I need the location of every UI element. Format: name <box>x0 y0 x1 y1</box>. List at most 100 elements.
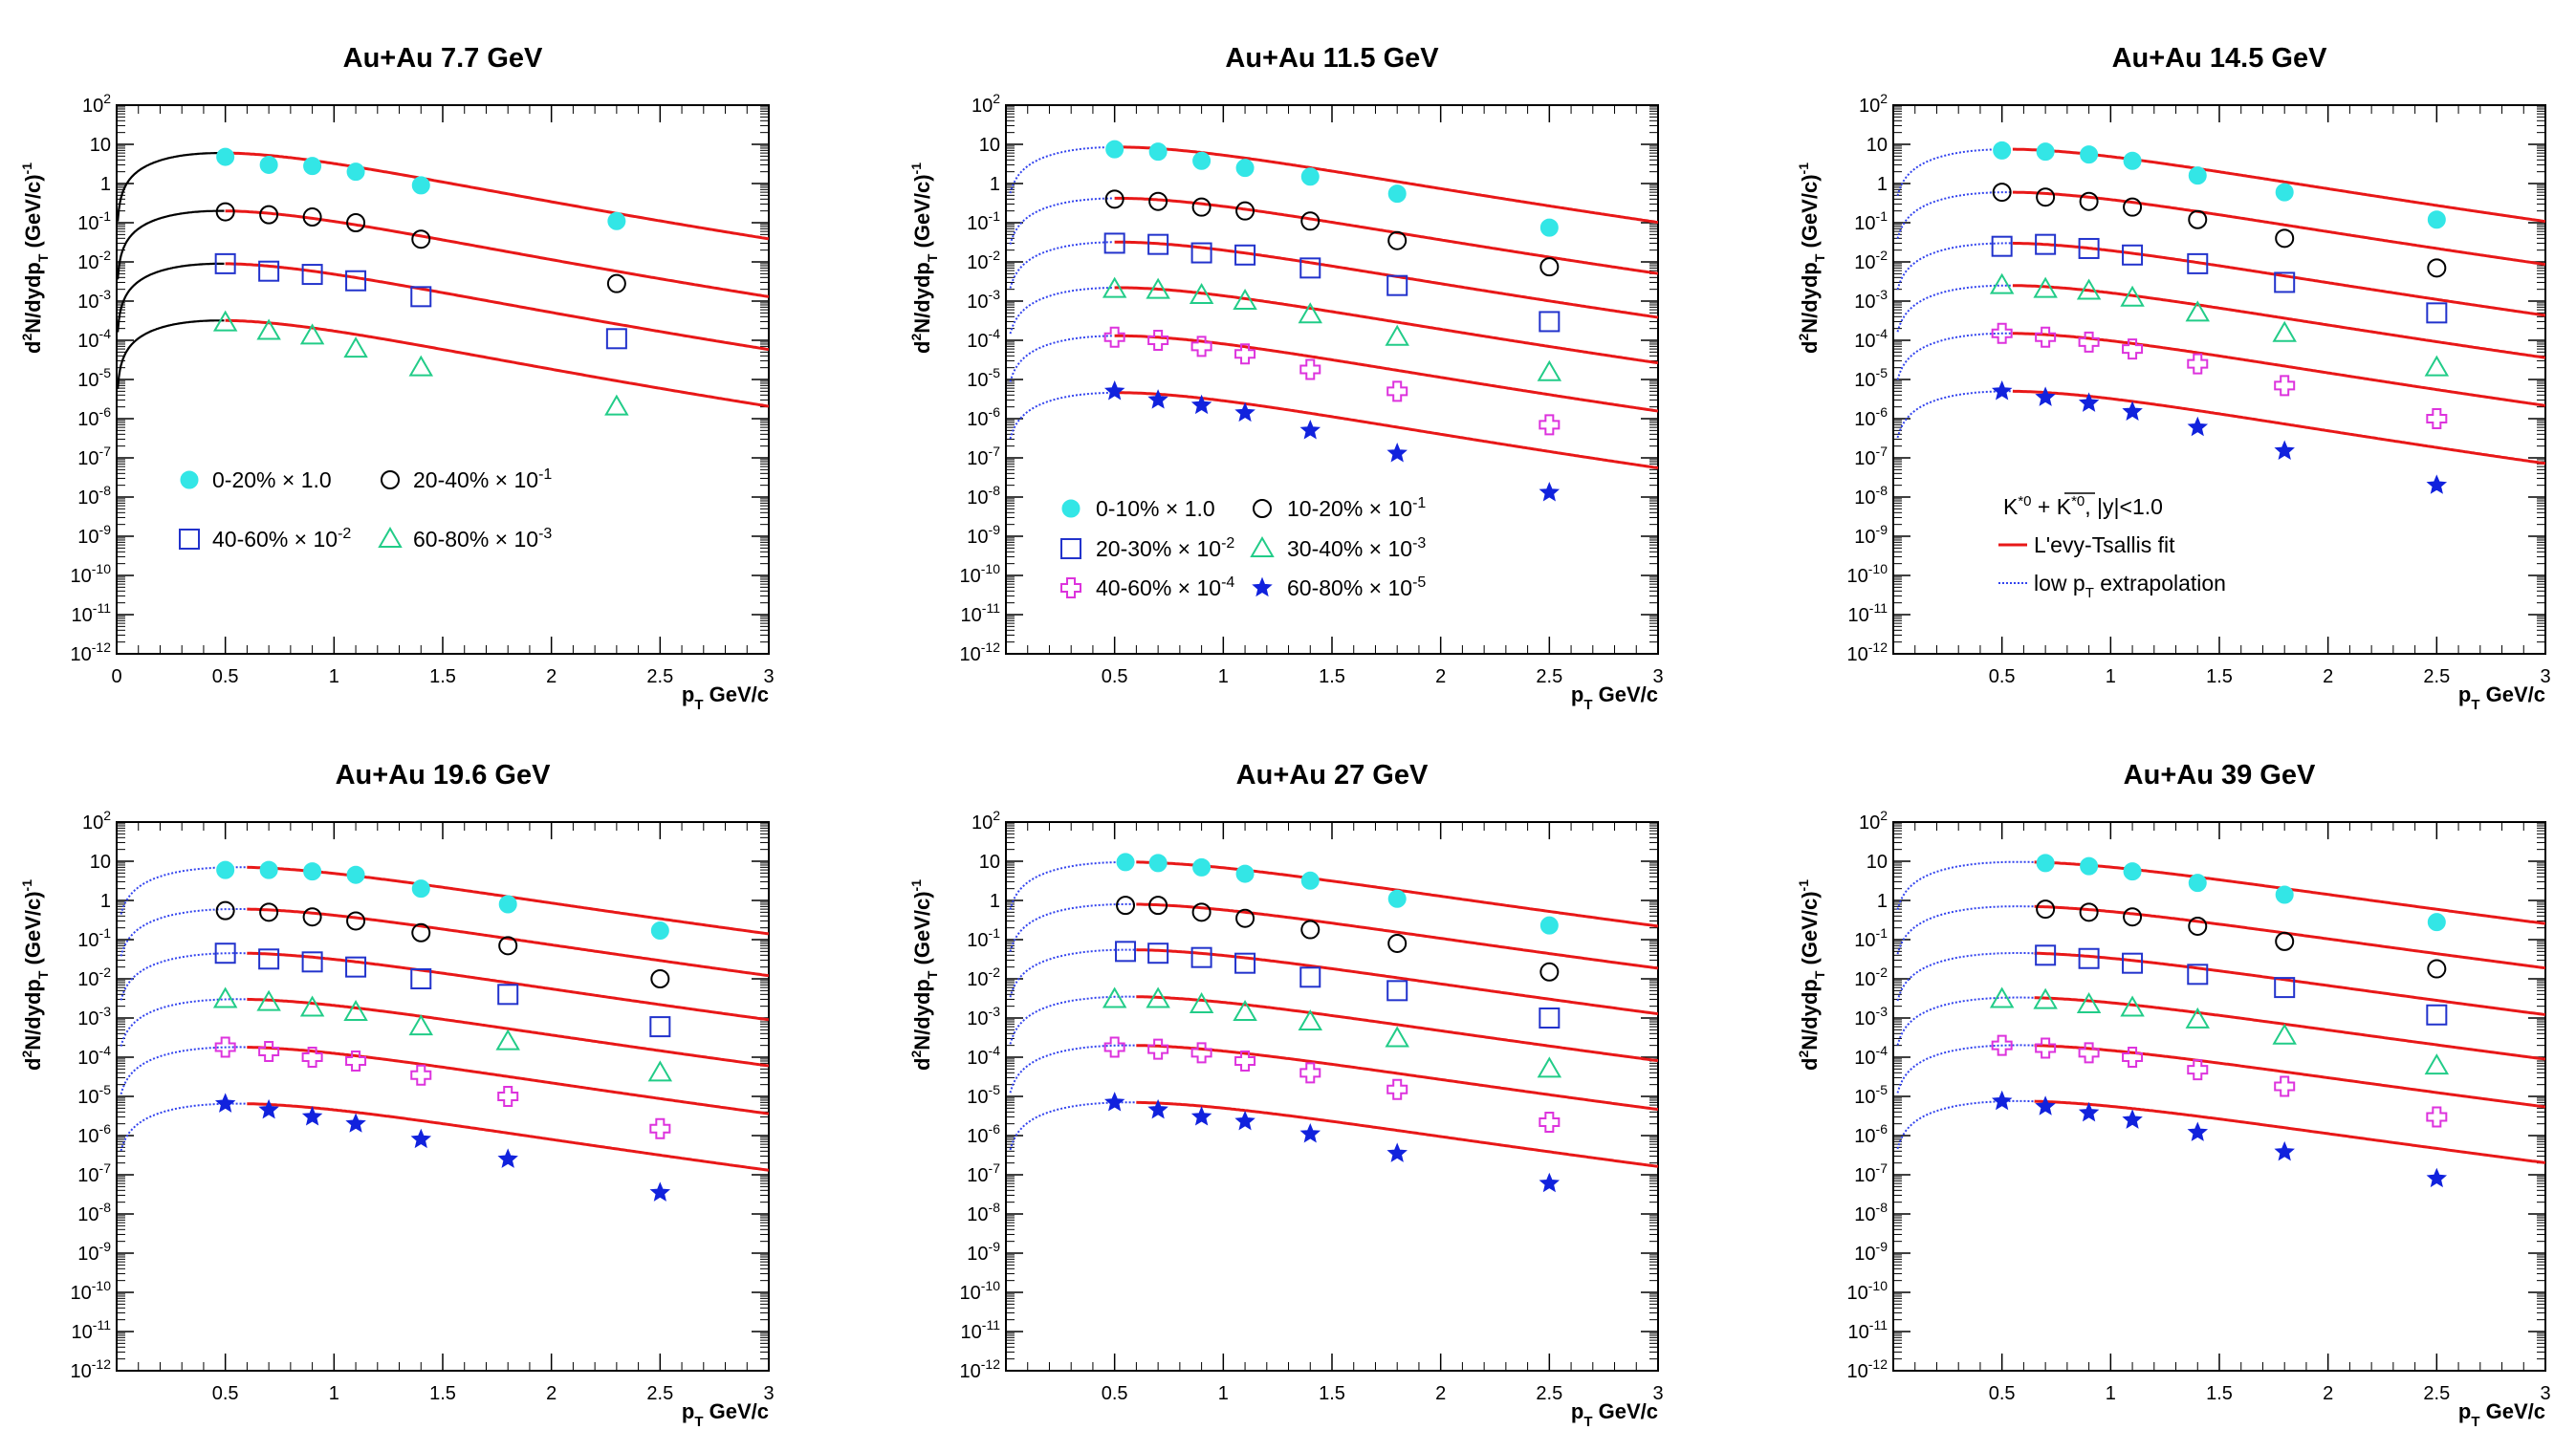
data-point <box>1386 1142 1408 1162</box>
y-tick-label: 1 <box>990 174 1000 195</box>
data-point <box>259 155 278 174</box>
data-point <box>2274 440 2295 460</box>
extrapolation-curve <box>1009 860 1136 910</box>
extrapolation-curve <box>1896 905 2034 955</box>
y-tick-label: 10-1 <box>77 208 111 234</box>
y-tick-label: 10-7 <box>77 1160 111 1186</box>
panel-4: Au+Au 19.6 GeV10-1210-1110-1010-910-810-… <box>19 760 775 1430</box>
data-point <box>1105 140 1124 159</box>
data-point <box>2187 1121 2209 1141</box>
data-point <box>2080 856 2099 876</box>
data-point <box>1146 986 1170 1008</box>
data-point <box>2033 987 2058 1009</box>
data-point <box>1299 358 1321 380</box>
data-point <box>2122 338 2144 360</box>
x-tick-label: 0.5 <box>1989 1383 2016 1404</box>
legend-label: 0-20% × 1.0 <box>212 467 332 492</box>
levy-tsallis-fit-curve <box>247 1046 769 1116</box>
plot-frame <box>1892 821 2546 1372</box>
data-point <box>410 968 432 989</box>
data-point <box>2078 392 2100 412</box>
y-tick-label: 10-12 <box>71 1356 112 1382</box>
x-tick-label: 1 <box>2106 666 2116 687</box>
data-point <box>2120 285 2145 307</box>
data-point <box>346 865 365 884</box>
y-tick-label: 10-8 <box>1854 483 1888 509</box>
y-tick-label: 10-4 <box>1854 1043 1888 1069</box>
data-point <box>410 286 432 308</box>
data-point <box>2036 142 2055 162</box>
data-point <box>1233 289 1257 310</box>
legend-marker <box>1253 499 1272 518</box>
data-point <box>343 336 368 358</box>
data-point <box>258 948 280 970</box>
data-point <box>346 162 365 182</box>
legend-label: 10-20% × 10-1 <box>1287 495 1426 521</box>
data-point <box>258 1098 279 1119</box>
y-tick-label: 10-7 <box>1854 444 1888 469</box>
data-point <box>2036 854 2055 873</box>
data-point <box>216 860 235 879</box>
data-point <box>2123 151 2142 170</box>
data-point <box>1147 942 1169 964</box>
data-point <box>345 1113 366 1133</box>
y-tick-label: 102 <box>1859 808 1888 834</box>
data-point <box>2275 228 2295 249</box>
levy-tsallis-fit-curve <box>1136 902 1658 970</box>
data-point <box>2274 375 2296 397</box>
legend-label: L'evy-Tsallis fit <box>2034 532 2175 557</box>
y-tick-label: 10-8 <box>1854 1200 1888 1225</box>
data-point <box>2426 302 2448 324</box>
data-point <box>2275 931 2295 951</box>
data-point <box>1234 1110 1255 1131</box>
data-point <box>2185 1007 2211 1029</box>
data-point <box>2123 197 2143 217</box>
legend-label: 30-40% × 10-3 <box>1287 535 1426 561</box>
extrapolation-curve <box>1896 148 2012 196</box>
data-point <box>1147 389 1168 409</box>
data-point <box>1102 276 1127 298</box>
data-point <box>408 1014 434 1036</box>
data-point <box>1991 235 2013 257</box>
y-tick-label: 10-2 <box>77 964 111 990</box>
data-point <box>1989 272 2015 294</box>
levy-tsallis-fit-curve <box>225 209 769 298</box>
y-tick-label: 10-6 <box>77 1121 111 1147</box>
extrapolation-curve <box>1009 287 1114 335</box>
y-tick-label: 10-2 <box>1854 964 1888 990</box>
data-point <box>1387 230 1408 250</box>
data-point <box>1539 1172 1561 1193</box>
levy-tsallis-fit-curve <box>1114 240 1658 319</box>
x-tick-label: 1.5 <box>2206 1383 2233 1404</box>
extrapolation-curve <box>1009 145 1114 194</box>
levy-tsallis-fit-curve <box>247 907 769 978</box>
y-tick-label: 10-5 <box>1854 365 1888 391</box>
x-tick-label: 1.5 <box>429 1383 456 1404</box>
y-tick-label: 10-10 <box>1847 561 1888 587</box>
data-point <box>498 936 518 956</box>
y-tick-label: 10-12 <box>1847 639 1888 665</box>
y-tick-label: 10-12 <box>1847 1356 1888 1382</box>
data-point <box>2187 252 2209 274</box>
data-point <box>649 1117 671 1139</box>
extrapolation-curve <box>1009 241 1114 289</box>
data-point <box>2122 952 2144 974</box>
extrapolation-curve <box>1009 995 1136 1045</box>
data-point <box>2036 899 2056 920</box>
y-tick-label: 10-2 <box>77 248 111 273</box>
y-tick-label: 10-11 <box>1848 1317 1888 1343</box>
data-point <box>2122 1047 2144 1068</box>
data-point <box>2187 964 2209 986</box>
data-point <box>301 1047 323 1068</box>
y-tick-label: 10-4 <box>77 1043 111 1069</box>
levy-tsallis-fit-curve <box>2012 147 2545 224</box>
y-tick-label: 10-11 <box>1848 600 1888 626</box>
data-point <box>1298 302 1323 324</box>
data-point <box>1189 283 1214 305</box>
data-point <box>1146 277 1170 299</box>
data-point <box>1235 159 1255 178</box>
extrapolation-curve <box>117 262 225 333</box>
data-point <box>2187 416 2209 437</box>
extrapolation-curve <box>1896 860 2034 910</box>
data-point <box>1234 1050 1256 1072</box>
